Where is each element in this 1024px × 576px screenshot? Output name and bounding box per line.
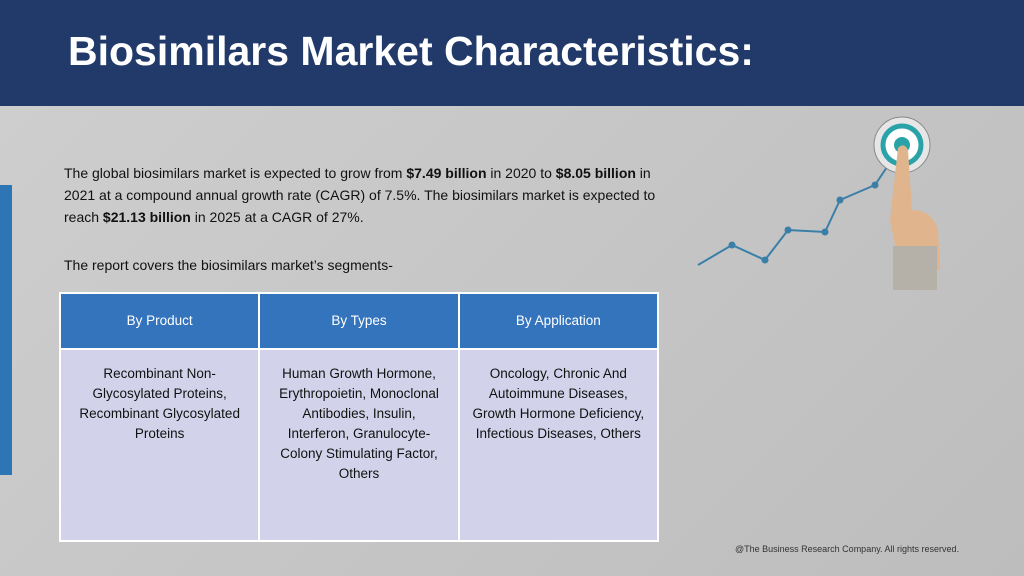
table-cell: Human Growth Hormone, Erythropoietin, Mo…	[258, 348, 460, 542]
intro-paragraph: The global biosimilars market is expecte…	[64, 162, 664, 228]
text-run: in 2020 to	[486, 165, 556, 181]
text-run: in 2021 at a compound annual growth rate…	[64, 165, 656, 225]
header-row: By Product By Types By Application	[58, 292, 660, 350]
highlight: $8.05 billion	[555, 165, 636, 181]
text-run: in 2025 at a CAGR of 27%.	[190, 209, 364, 225]
footer: @The Business Research Company. All righ…	[735, 544, 960, 554]
column-header: By Application	[457, 292, 660, 350]
title: Biosimilars Market Characteristics:	[68, 28, 754, 74]
target	[873, 116, 931, 174]
trend-line	[697, 154, 896, 266]
table-row: Recombinant Non-Glycosylated Proteins, R…	[58, 348, 660, 542]
table-cell: Recombinant Non-Glycosylated Proteins, R…	[58, 348, 261, 542]
table-cell: Oncology, Chronic And Autoimmune Disease…	[457, 348, 660, 542]
segments-table: By Product By Types By Application Recombi…	[58, 292, 660, 542]
growth-illustration	[697, 116, 940, 290]
highlight: $7.49 billion	[406, 165, 487, 181]
header-bar: Biosimilars Market Characteristics:	[0, 0, 1024, 106]
side-accent	[0, 185, 12, 475]
text-run: The global biosimilars market is expecte…	[64, 165, 407, 181]
highlight: $21.13 billion	[102, 209, 191, 225]
segments-note: The report covers the biosimilars market…	[64, 257, 393, 273]
column-header: By Types	[258, 292, 460, 350]
column-header: By Product	[58, 292, 261, 350]
hand	[890, 145, 940, 270]
trend-points	[728, 181, 879, 264]
sleeve	[893, 246, 937, 290]
